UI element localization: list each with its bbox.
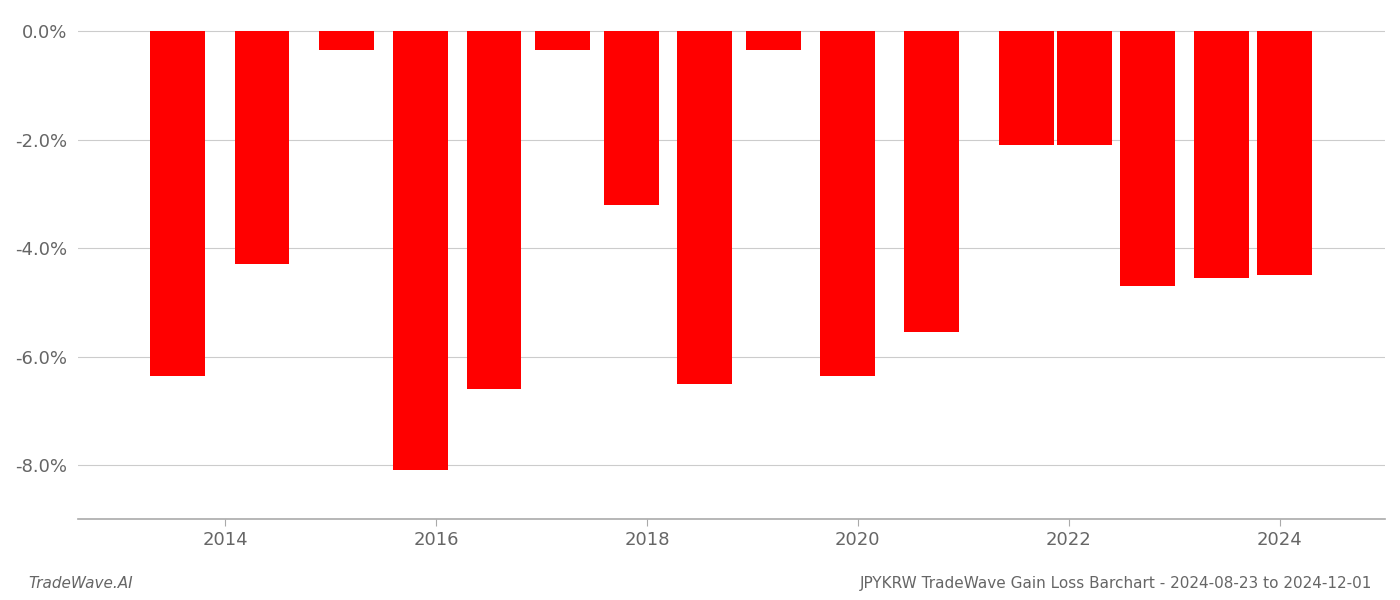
Text: JPYKRW TradeWave Gain Loss Barchart - 2024-08-23 to 2024-12-01: JPYKRW TradeWave Gain Loss Barchart - 20…: [860, 576, 1372, 591]
Bar: [1194, 31, 1249, 278]
Bar: [1057, 31, 1112, 145]
Bar: [319, 31, 374, 50]
Bar: [820, 31, 875, 376]
Bar: [393, 31, 448, 470]
Bar: [235, 31, 290, 265]
Bar: [746, 31, 801, 50]
Bar: [1000, 31, 1054, 145]
Bar: [466, 31, 521, 389]
Bar: [904, 31, 959, 332]
Bar: [1120, 31, 1175, 286]
Text: TradeWave.AI: TradeWave.AI: [28, 576, 133, 591]
Bar: [150, 31, 206, 376]
Bar: [535, 31, 589, 50]
Bar: [603, 31, 658, 205]
Bar: [678, 31, 732, 383]
Bar: [1257, 31, 1312, 275]
